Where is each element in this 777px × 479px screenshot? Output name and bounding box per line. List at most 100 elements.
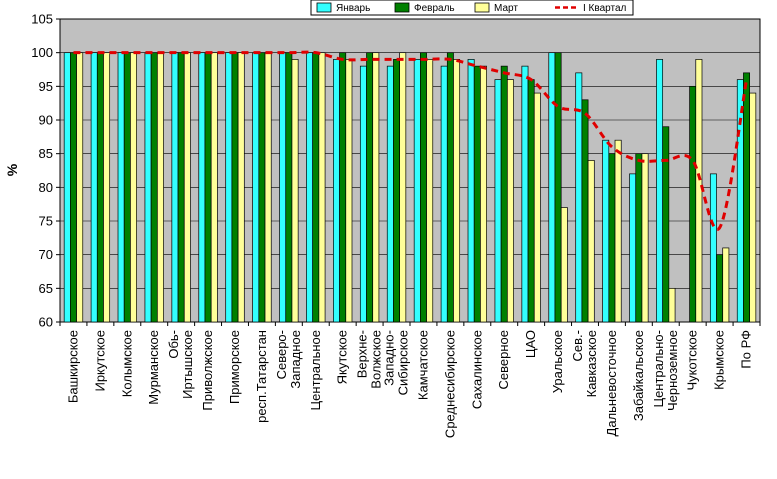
bar-Март-По РФ xyxy=(749,92,757,323)
x-tick-label: Иркутское xyxy=(92,330,107,392)
bar-Февраль-Верхне-Волжское xyxy=(366,52,374,323)
x-tick-label-line: Верхне- xyxy=(355,330,370,378)
x-tick-label: Сахалинское xyxy=(469,330,484,409)
bar-Февраль-Центрально-Черноземное xyxy=(662,126,670,323)
y-axis: 60 65 70 75 80 85 90 95 100 105 xyxy=(31,12,60,330)
bars xyxy=(63,52,757,323)
bar-Февраль-Обь-Иртышское xyxy=(177,52,185,323)
bar-Март-Крымское xyxy=(722,247,730,323)
legend-swatch xyxy=(316,2,332,13)
x-tick-label-line: Волжское xyxy=(369,330,384,389)
bar-Январь-Камчатское xyxy=(413,59,421,323)
x-tick-label: Уральское xyxy=(550,330,565,393)
bar-Март-Уральское xyxy=(560,207,568,323)
bar-Январь-Среднесибирское xyxy=(440,65,448,323)
bar-Февраль-Центральное xyxy=(312,52,320,323)
legend-label: Февраль xyxy=(414,3,455,14)
bar-Январь-Дальневосточное xyxy=(602,139,610,323)
bar-Январь-Сахалинское xyxy=(467,59,475,323)
bar-Март-Иркутское xyxy=(103,52,111,323)
x-tick-label: Приволжское xyxy=(200,330,215,411)
bar-Январь-Мурманское xyxy=(144,52,152,323)
bar-Январь-Центральное xyxy=(306,52,314,323)
quarter-line xyxy=(73,50,749,231)
bar-Март-Приволжское xyxy=(210,52,218,323)
bar-Январь-Северо-Западное xyxy=(279,52,287,323)
x-tick-label-line: Обь- xyxy=(166,330,181,359)
bar-Март-Северо-Западное xyxy=(291,59,299,323)
bar-Март-Камчатское xyxy=(426,59,434,323)
bar-Март-респ.Татарстан xyxy=(264,52,272,323)
y-tick-label: 90 xyxy=(39,113,53,128)
x-tick-label-line: Сев.- xyxy=(570,330,585,361)
x-tick-label: Чукотское xyxy=(685,330,700,391)
bar-Февраль-Сев.-Кавказское xyxy=(581,99,589,323)
x-tick-label: Колымское xyxy=(119,330,134,397)
bar-Январь-По РФ xyxy=(736,79,744,323)
bar-Январь-Колымское xyxy=(117,52,125,323)
y-tick-label: 80 xyxy=(39,180,53,195)
x-tick-label: Мурманское xyxy=(146,330,161,405)
x-tick-label: Центральное xyxy=(308,330,323,410)
bar-Январь-Западно-Сибирское xyxy=(386,65,394,323)
bar-Февраль-Башкирское xyxy=(70,52,77,323)
bar-Февраль-Сахалинское xyxy=(473,65,481,323)
bar-Март-Приморское xyxy=(237,52,245,323)
x-tick-label: Башкирское xyxy=(65,330,80,403)
line-series-quarter xyxy=(73,50,749,231)
bar-Март-Башкирское xyxy=(76,52,84,323)
x-tick-label: По РФ xyxy=(739,330,754,369)
y-tick-label: 60 xyxy=(39,315,53,330)
bar-Февраль-Северо-Западное xyxy=(285,52,293,323)
plot-area xyxy=(59,18,761,323)
bar-Февраль-Мурманское xyxy=(150,52,158,323)
bar-Март-Сев.-Кавказское xyxy=(587,160,595,323)
bar-Январь-Обь-Иртышское xyxy=(171,52,179,323)
bar-Март-Центрально-Черноземное xyxy=(668,287,676,323)
x-tick-label: Обь-Иртышское xyxy=(166,330,195,399)
x-tick-label-line: Сибирское xyxy=(396,330,411,395)
x-tick-label: Крымское xyxy=(712,330,727,390)
bar-Март-Среднесибирское xyxy=(453,59,461,323)
bar-Февраль-Среднесибирское xyxy=(446,52,454,323)
legend-label: Март xyxy=(494,3,518,14)
bar-Январь-Забайкальское xyxy=(629,173,637,323)
x-tick-label: Дальневосточное xyxy=(604,330,619,436)
bar-Март-Забайкальское xyxy=(641,153,649,323)
bar-Февраль-Иркутское xyxy=(96,52,104,323)
x-tick-label: Верхне-Волжское xyxy=(355,330,384,389)
bar-Март-ЦАО xyxy=(533,92,541,323)
y-tick-label: 95 xyxy=(39,79,53,94)
y-tick-label: 105 xyxy=(31,12,53,27)
bar-Февраль-Северное xyxy=(500,65,508,323)
bar-Январь-Башкирское xyxy=(63,52,71,323)
bar-Март-Колымское xyxy=(130,52,137,323)
bar-Январь-Приволжское xyxy=(198,52,206,323)
bar-Март-Мурманское xyxy=(156,52,164,323)
bar-Январь-Центрально-Черноземное xyxy=(656,59,664,323)
legend-label: I Квартал xyxy=(583,3,627,14)
legend-label: Январь xyxy=(336,3,370,14)
bar-Январь-Иркутское xyxy=(90,52,98,323)
x-tick-label: Якутское xyxy=(335,330,350,384)
y-tick-label: 70 xyxy=(39,247,53,262)
bar-Январь-респ.Татарстан xyxy=(252,52,260,323)
bar-Март-Центральное xyxy=(318,52,326,323)
bar-Январь-Уральское xyxy=(548,52,556,323)
bar-Январь-Верхне-Волжское xyxy=(359,65,367,323)
y-tick-label: 65 xyxy=(39,281,53,296)
x-tick-label: Северное xyxy=(496,330,511,389)
bar-Март-Северное xyxy=(506,79,514,323)
bar-Февраль-Дальневосточное xyxy=(608,153,616,323)
bar-Февраль-Приволжское xyxy=(204,52,212,323)
x-tick-label-line: Кавказское xyxy=(584,330,599,397)
bar-Февраль-Колымское xyxy=(123,52,131,323)
x-tick-label: Камчатское xyxy=(415,330,430,400)
bar-Январь-Приморское xyxy=(225,52,233,323)
x-tick-label: Центрально-Черноземное xyxy=(651,330,680,411)
x-tick-label: Северо-Западное xyxy=(274,330,303,389)
bar-Январь-ЦАО xyxy=(521,65,529,323)
x-tick-label-line: Центрально- xyxy=(651,330,666,408)
x-tick-label-line: Северо- xyxy=(274,330,289,379)
